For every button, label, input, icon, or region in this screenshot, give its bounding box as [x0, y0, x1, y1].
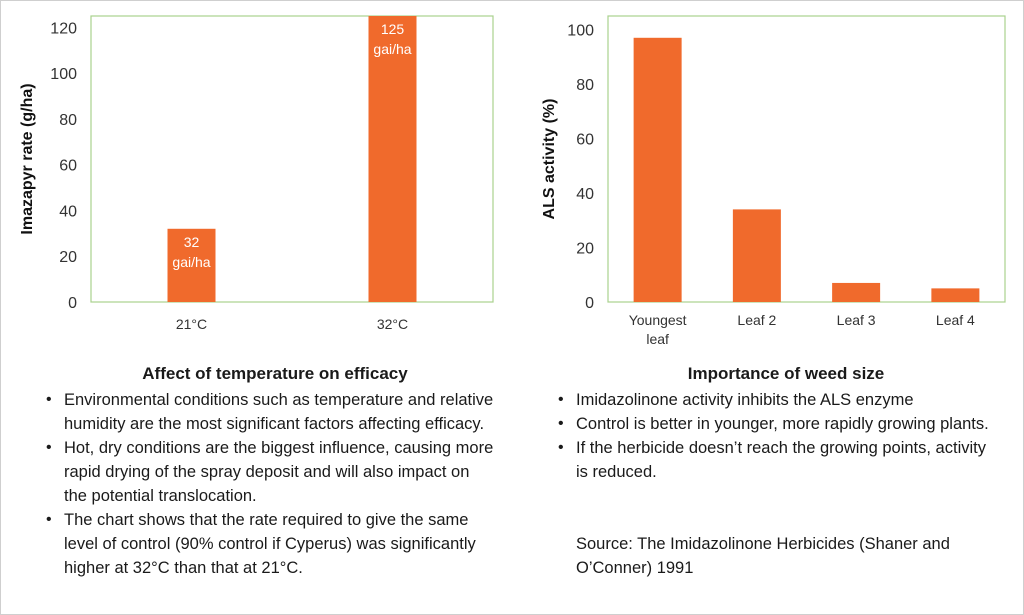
- x-tick-label: 21°C: [176, 316, 207, 332]
- right-panel-title: Importance of weed size: [687, 364, 885, 383]
- right-bullet: Control is better in younger, more rapid…: [556, 412, 996, 436]
- bar: [633, 37, 682, 303]
- left-bullet-list: Environmental conditions such as tempera…: [44, 388, 496, 580]
- y-tick-label: 40: [576, 186, 594, 203]
- left-panel-title: Affect of temperature on efficacy: [142, 364, 408, 383]
- y-tick-label: 60: [59, 158, 77, 175]
- right-bullet: If the herbicide doesn’t reach the growi…: [556, 436, 996, 484]
- y-tick-label: 100: [567, 23, 594, 40]
- y-tick-label: 60: [576, 132, 594, 149]
- chart-imazapyr-rate: 0 20 40 60 80 100 120 Imazapyr rate (g/ha) 21°C 3…: [19, 15, 494, 332]
- data-label: 32: [184, 234, 200, 250]
- x-tick-label: Leaf 2: [737, 312, 776, 328]
- y-tick-label: 80: [576, 77, 594, 94]
- x-tick-label: leaf: [646, 331, 669, 347]
- bar: [368, 16, 417, 302]
- data-label: gai/ha: [373, 41, 411, 57]
- y-tick-label: 80: [59, 112, 77, 129]
- left-bullet: The chart shows that the rate required t…: [44, 508, 496, 580]
- bar: [832, 282, 881, 302]
- x-tick-label: Leaf 3: [837, 312, 876, 328]
- chart-als-activity: 0 20 40 60 80 100 ALS activity (%) Youngest leaf…: [541, 15, 1006, 347]
- x-tick-label: Leaf 4: [936, 312, 975, 328]
- y-tick-label: 20: [59, 249, 77, 266]
- bar: [732, 209, 781, 302]
- x-tick-label: 32°C: [377, 316, 408, 332]
- y-tick-label: 40: [59, 203, 77, 220]
- left-bullet: Environmental conditions such as tempera…: [44, 388, 496, 436]
- source-citation: Source: The Imidazolinone Herbicides (Sh…: [576, 535, 950, 577]
- y-axis-title: ALS activity (%): [541, 99, 558, 220]
- bar: [167, 228, 216, 302]
- data-label: 125: [381, 21, 405, 37]
- plot-area-frame: [90, 15, 494, 303]
- y-tick-label: 120: [50, 20, 77, 37]
- y-tick-label: 0: [68, 295, 77, 312]
- bar: [931, 288, 980, 302]
- y-tick-label: 20: [576, 241, 594, 258]
- y-tick-label: 0: [585, 295, 594, 312]
- right-bullet-list: Imidazolinone activity inhibits the ALS …: [556, 388, 996, 484]
- y-tick-label: 100: [50, 66, 77, 83]
- data-label: gai/ha: [172, 254, 210, 270]
- left-bullet: Hot, dry conditions are the biggest infl…: [44, 436, 496, 508]
- plot-area-frame: [607, 15, 1006, 303]
- y-axis-title: Imazapyr rate (g/ha): [19, 83, 36, 234]
- x-tick-label: Youngest: [629, 312, 687, 328]
- right-bullet: Imidazolinone activity inhibits the ALS …: [556, 388, 996, 412]
